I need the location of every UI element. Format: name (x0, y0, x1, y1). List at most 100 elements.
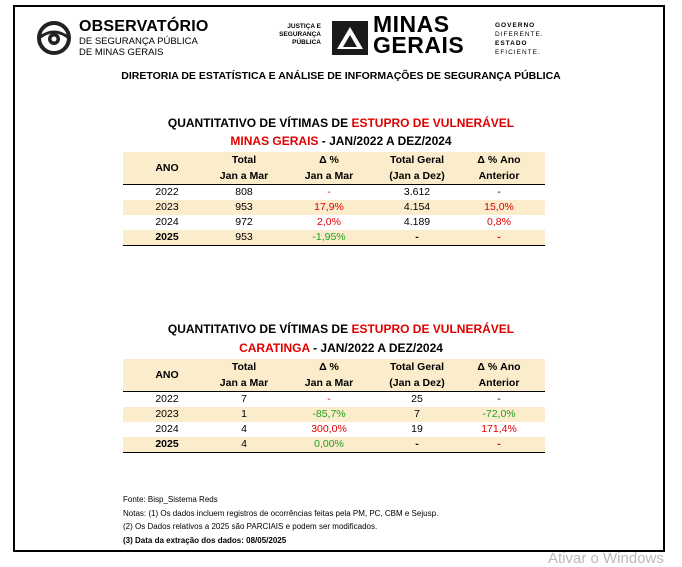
cell-total: 953 (211, 230, 277, 246)
minas-gerais-wordmark: MINAS GERAIS (373, 11, 465, 58)
windows-activation-watermark: Ativar o Windows (548, 550, 664, 567)
table-row: 2024 4 300,0% 19 171,4% (123, 422, 545, 437)
col-delta-ano-header-1: Δ % Ano (453, 359, 545, 375)
observatorio-title: OBSERVATÓRIO (79, 18, 209, 35)
report-header: OBSERVATÓRIO DE SEGURANÇA PÚBLICA DE MIN… (27, 13, 657, 63)
cell-delta: 300,0% (277, 422, 381, 437)
table1-mg: ANO Total Δ % Total Geral Δ % Ano Jan a … (123, 152, 545, 246)
governo-line-4: EFICIENTE. (495, 49, 541, 56)
cell-ano: 2024 (123, 422, 211, 437)
col-total-geral-header-1: Total Geral (381, 152, 453, 168)
report-frame: OBSERVATÓRIO DE SEGURANÇA PÚBLICA DE MIN… (13, 5, 665, 552)
minas-line: MINAS (373, 11, 450, 37)
table2-title: QUANTITATIVO DE VÍTIMAS DE ESTUPRO DE VU… (15, 321, 667, 338)
cell-delta: 17,9% (277, 200, 381, 215)
table2-title-crime: ESTUPRO DE VULNERÁVEL (351, 322, 515, 336)
cell-ano: 2022 (123, 184, 211, 200)
cell-ano: 2023 (123, 407, 211, 422)
cell-total-geral: 25 (381, 391, 453, 407)
table-row: 2022 808 - 3.612 - (123, 184, 545, 200)
governo-line-3: ESTADO (495, 40, 528, 47)
cell-delta-ano: 15,0% (453, 200, 545, 215)
cell-delta: -1,95% (277, 230, 381, 246)
cell-delta-ano: - (453, 437, 545, 453)
report-notes: Fonte: Bisp_Sistema Reds Notas: (1) Os d… (123, 493, 438, 547)
table-row: 2022 7 - 25 - (123, 391, 545, 407)
cell-total: 953 (211, 200, 277, 215)
col-ano-header: ANO (123, 152, 211, 185)
cell-total-geral: - (381, 230, 453, 246)
justica-seguranca-label: JUSTIÇA E SEGURANÇA PÚBLICA (279, 23, 321, 47)
justica-line-1: JUSTIÇA E (287, 23, 321, 30)
col-total-header-2: Jan a Mar (211, 375, 277, 392)
justica-line-2: SEGURANÇA (279, 31, 321, 38)
cell-delta: - (277, 184, 381, 200)
cell-delta: 0,00% (277, 437, 381, 453)
cell-delta-ano: - (453, 391, 545, 407)
cell-total-geral: 4.189 (381, 215, 453, 230)
cell-delta: 2,0% (277, 215, 381, 230)
table2-header-row-2: Jan a Mar Jan a Mar (Jan a Dez) Anterior (123, 375, 545, 392)
table2-title-prefix: QUANTITATIVO DE VÍTIMAS DE (167, 322, 352, 336)
cell-total-geral: 3.612 (381, 184, 453, 200)
col-total-geral-header-1: Total Geral (381, 359, 453, 375)
cell-ano: 2023 (123, 200, 211, 215)
table-row: 2023 953 17,9% 4.154 15,0% (123, 200, 545, 215)
table1-title-crime: ESTUPRO DE VULNERÁVEL (351, 116, 515, 130)
cell-delta: -85,7% (277, 407, 381, 422)
table2-subtitle-period: - JAN/2022 A DEZ/2024 (309, 341, 443, 355)
table-row: 2025 4 0,00% - - (123, 437, 545, 453)
table-row: 2023 1 -85,7% 7 -72,0% (123, 407, 545, 422)
cell-delta-ano: 171,4% (453, 422, 545, 437)
table1-subtitle-period: - JAN/2022 A DEZ/2024 (318, 134, 452, 148)
governo-line-2: DIFERENTE. (495, 31, 544, 38)
cell-delta-ano: - (453, 184, 545, 200)
table2-subtitle: CARATINGA - JAN/2022 A DEZ/2024 (15, 340, 667, 357)
col-delta-ano-header-1: Δ % Ano (453, 152, 545, 168)
cell-ano: 2022 (123, 391, 211, 407)
cell-total: 972 (211, 215, 277, 230)
cell-ano: 2025 (123, 230, 211, 246)
col-delta-header-2: Jan a Mar (277, 375, 381, 392)
cell-total-geral: 7 (381, 407, 453, 422)
cell-total: 4 (211, 437, 277, 453)
cell-total: 808 (211, 184, 277, 200)
col-delta-ano-header-2: Anterior (453, 375, 545, 392)
col-delta-header-1: Δ % (277, 359, 381, 375)
table-row: 2025 953 -1,95% - - (123, 230, 545, 246)
cell-ano: 2024 (123, 215, 211, 230)
col-total-geral-header-2: (Jan a Dez) (381, 168, 453, 185)
cell-delta-ano: 0,8% (453, 215, 545, 230)
observatorio-wordmark: OBSERVATÓRIO DE SEGURANÇA PÚBLICA DE MIN… (79, 18, 209, 58)
observatorio-subtitle-2: DE MINAS GERAIS (79, 47, 164, 58)
minas-gerais-logo-icon (332, 21, 368, 55)
cell-delta-ano: -72,0% (453, 407, 545, 422)
note-1: Notas: (1) Os dados incluem registros de… (123, 508, 439, 518)
col-total-header-1: Total (211, 152, 277, 168)
cell-total-geral: 19 (381, 422, 453, 437)
col-delta-header-1: Δ % (277, 152, 381, 168)
col-total-header-2: Jan a Mar (211, 168, 277, 185)
col-total-geral-header-2: (Jan a Dez) (381, 375, 453, 392)
observatorio-logo-icon (37, 21, 71, 55)
col-delta-header-2: Jan a Mar (277, 168, 381, 185)
table1-title: QUANTITATIVO DE VÍTIMAS DE ESTUPRO DE VU… (15, 115, 667, 132)
table1-subtitle-place: MINAS GERAIS (230, 134, 319, 148)
note-2: (2) Os Dados relativos a 2025 são PARCIA… (123, 522, 378, 531)
table1-header-row-2: Jan a Mar Jan a Mar (Jan a Dez) Anterior (123, 168, 545, 185)
col-total-header-1: Total (211, 359, 277, 375)
table1-title-prefix: QUANTITATIVO DE VÍTIMAS DE (167, 116, 352, 130)
note-3: (3) Data da extração dos dados: 08/05/20… (123, 535, 287, 545)
cell-total-geral: 4.154 (381, 200, 453, 215)
table-row: 2024 972 2,0% 4.189 0,8% (123, 215, 545, 230)
cell-delta: - (277, 391, 381, 407)
governo-line-1: GOVERNO (495, 22, 536, 29)
cell-total: 1 (211, 407, 277, 422)
directorate-title: DIRETORIA DE ESTATÍSTICA E ANÁLISE DE IN… (121, 70, 561, 82)
table2-caratinga: ANO Total Δ % Total Geral Δ % Ano Jan a … (123, 359, 545, 453)
table2-header-row: ANO Total Δ % Total Geral Δ % Ano (123, 359, 545, 392)
cell-delta-ano: - (453, 230, 545, 246)
cell-ano: 2025 (123, 437, 211, 453)
gerais-line: GERAIS (373, 32, 465, 58)
cell-total: 7 (211, 391, 277, 407)
